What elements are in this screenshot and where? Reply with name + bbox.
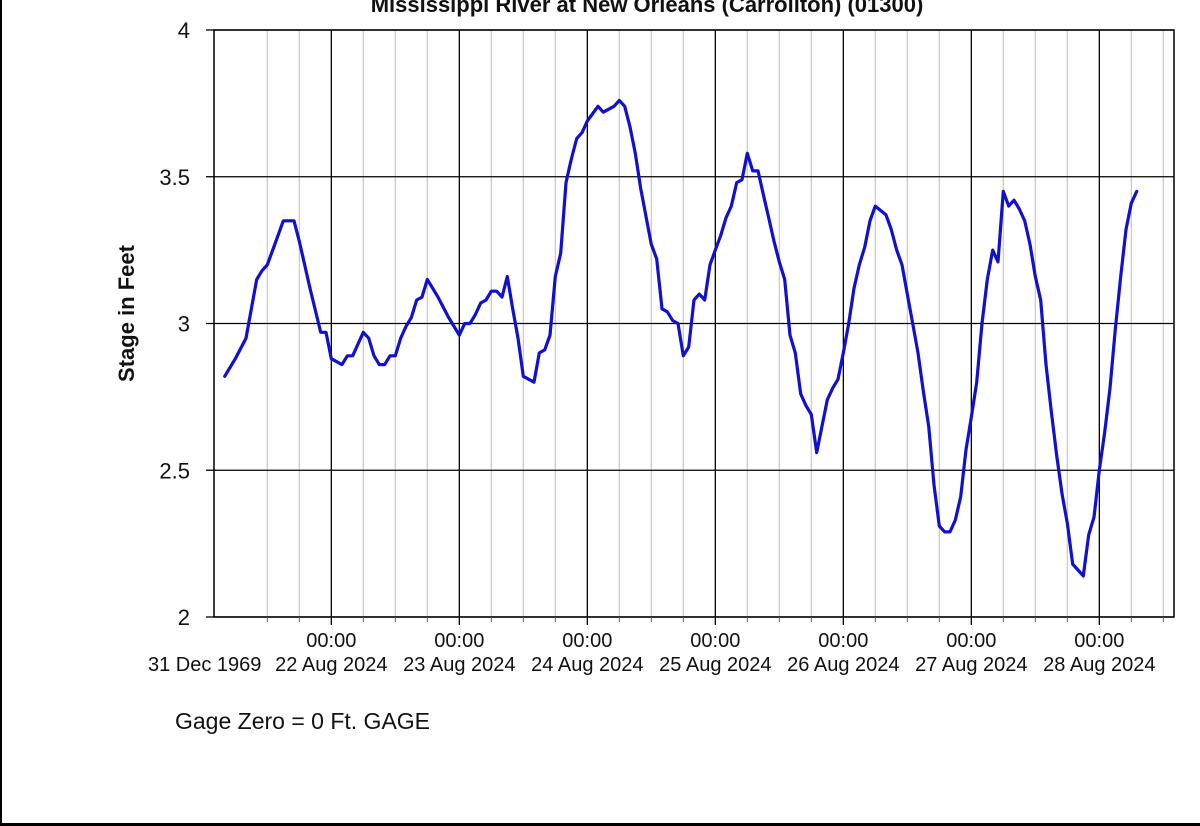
x-tick-time-label: 00:00	[690, 630, 740, 652]
x-epoch-label: 31 Dec 1969	[148, 654, 261, 676]
x-tick-time-label: 00:00	[818, 630, 868, 652]
series-group	[223, 98, 1139, 578]
x-tick-date-label: 24 Aug 2024	[531, 654, 643, 676]
x-tick-date-label: 25 Aug 2024	[659, 654, 771, 676]
x-tick-time-label: 00:00	[562, 630, 612, 652]
y-tick-label: 2.5	[159, 458, 190, 483]
y-tick-label: 4	[178, 18, 190, 43]
chart-title: Mississippi River at New Orleans (Carrol…	[371, 0, 924, 17]
x-tick-date-label: 28 Aug 2024	[1043, 654, 1155, 676]
y-tick-label: 3	[178, 312, 190, 337]
gage-zero-note: Gage Zero = 0 Ft. GAGE	[175, 708, 431, 734]
x-tick-time-label: 00:00	[306, 630, 356, 652]
x-tick-date-label: 26 Aug 2024	[787, 654, 899, 676]
y-axis-ticks: 4 3.5 3 2.5 2	[159, 18, 214, 630]
y-axis-label: Stage in Feet	[114, 244, 139, 382]
series-line-stage	[223, 98, 1139, 578]
x-tick-time-label: 00:00	[434, 630, 484, 652]
y-tick-label: 2	[178, 605, 190, 630]
x-tick-time-label: 00:00	[1074, 630, 1124, 652]
x-tick-date-label: 22 Aug 2024	[275, 654, 387, 676]
x-tick-time-label: 00:00	[946, 630, 996, 652]
y-tick-label: 3.5	[159, 165, 190, 190]
major-grid	[214, 29, 1174, 618]
x-tick-date-label: 27 Aug 2024	[915, 654, 1027, 676]
x-tick-date-label: 23 Aug 2024	[403, 654, 515, 676]
